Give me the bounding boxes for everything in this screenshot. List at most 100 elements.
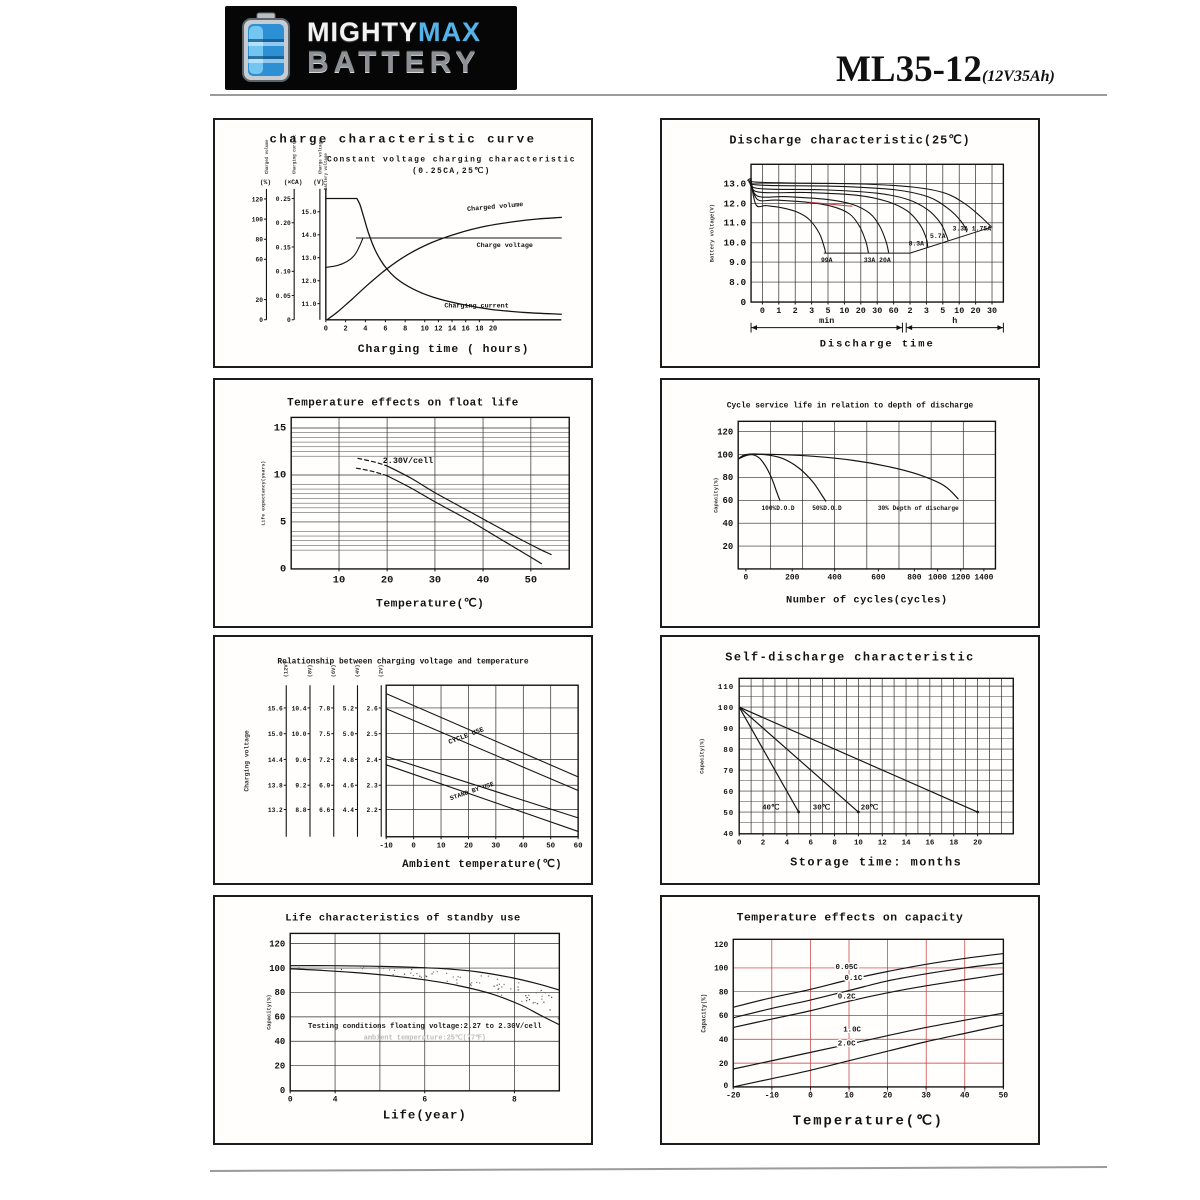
- svg-text:30: 30: [921, 1092, 931, 1101]
- svg-text:-10: -10: [765, 1092, 779, 1101]
- svg-text:10: 10: [854, 840, 863, 848]
- brand-logo: MIGHTYMAX BATTERY: [225, 6, 517, 90]
- svg-text:Relationship between charging: Relationship between charging voltage an…: [277, 658, 528, 667]
- chart-panel-float-life: 10 20 30 40 50 15 10 5 0 2.30V/cell Life expectanc…: [213, 378, 593, 628]
- svg-text:6: 6: [808, 840, 813, 848]
- model-spec: (12V35Ah): [981, 68, 1055, 85]
- svg-text:14: 14: [448, 326, 456, 334]
- svg-text:200: 200: [785, 574, 799, 583]
- svg-text:CYCLE USE: CYCLE USE: [448, 726, 486, 747]
- svg-text:20: 20: [256, 297, 264, 304]
- svg-text:10.0: 10.0: [724, 238, 747, 249]
- chart-panel-temperature-capacity: -20 -10 0 10 20 30 40 50 120 100 80 60 40 20 0 0.05C 0.1…: [660, 895, 1040, 1145]
- chart-panel-discharge-characteristic: 0 1 2 3 5 10 20 30 60 2 3 5 10 20 30 13.0 12.0 11.0 10.0 9.…: [660, 118, 1040, 368]
- svg-text:Temperature effects on capaci: Temperature effects on capacity: [737, 913, 964, 925]
- svg-text:50: 50: [723, 810, 734, 818]
- svg-text:15.0: 15.0: [268, 731, 283, 738]
- battery-icon: [242, 12, 290, 82]
- svg-text:5.7A: 5.7A: [930, 233, 946, 240]
- svg-text:2: 2: [761, 840, 765, 848]
- svg-text:60: 60: [275, 1013, 286, 1023]
- svg-text:0.1C: 0.1C: [845, 975, 863, 983]
- svg-text:40: 40: [477, 575, 489, 587]
- svg-text:0: 0: [288, 1096, 293, 1105]
- svg-text:40: 40: [719, 1036, 729, 1045]
- svg-text:15.0: 15.0: [301, 209, 316, 216]
- svg-text:99A: 99A: [821, 257, 833, 264]
- svg-text:60: 60: [574, 843, 583, 851]
- svg-text:20: 20: [723, 542, 734, 552]
- svg-text:5.0: 5.0: [343, 731, 354, 738]
- svg-text:12.0: 12.0: [724, 198, 747, 209]
- svg-text:Charging time ( hours): Charging time ( hours): [358, 344, 530, 356]
- svg-text:Capacity(%): Capacity(%): [712, 477, 719, 513]
- svg-text:Storage time: months: Storage time: months: [790, 855, 962, 869]
- svg-text:0.25: 0.25: [276, 196, 291, 203]
- svg-text:2.0C: 2.0C: [838, 1041, 856, 1049]
- svg-text:(4V): (4V): [354, 664, 361, 677]
- svg-text:0: 0: [280, 564, 286, 576]
- svg-text:5: 5: [280, 517, 286, 529]
- svg-text:12.0: 12.0: [301, 278, 316, 285]
- svg-text:2: 2: [793, 306, 798, 316]
- svg-text:100: 100: [714, 965, 728, 974]
- chart-panel-standby-life: 0 4 6 8 120 100 80 60 40 20 0 Testing conditions fl…: [213, 895, 593, 1145]
- brand-word-mighty: MIGHTY: [307, 16, 418, 47]
- svg-text:20: 20: [464, 843, 473, 851]
- brand-word-max: MAX: [418, 16, 481, 47]
- svg-text:14.0: 14.0: [301, 232, 316, 239]
- svg-text:30℃: 30℃: [813, 804, 830, 813]
- svg-text:8: 8: [403, 326, 407, 334]
- svg-text:-10: -10: [380, 843, 394, 851]
- svg-text:2: 2: [907, 306, 912, 316]
- svg-text:18: 18: [475, 326, 483, 334]
- svg-text:Charged volume: Charged volume: [467, 201, 524, 214]
- svg-text:60: 60: [889, 306, 899, 316]
- svg-text:ambient temperature:25℃(77℉): ambient temperature:25℃(77℉): [364, 1034, 486, 1043]
- svg-text:Temperature(℃): Temperature(℃): [793, 1113, 944, 1129]
- svg-text:30: 30: [872, 306, 882, 316]
- chart-panel-charging-voltage-temperature: -10 0 10 20 30 40 50 60 15.6 15.0 14.4 13.8 13.2 (12V…: [213, 635, 593, 885]
- svg-text:(2V): (2V): [378, 664, 385, 677]
- svg-text:15.6: 15.6: [268, 705, 283, 712]
- svg-text:5: 5: [940, 306, 945, 316]
- svg-text:4.8: 4.8: [343, 757, 354, 764]
- svg-text:Constant voltage charging char: Constant voltage charging characteristic: [327, 155, 576, 164]
- svg-text:Charging current: Charging current: [444, 302, 508, 310]
- svg-text:90: 90: [723, 726, 734, 734]
- svg-text:60: 60: [719, 1012, 729, 1021]
- svg-text:80: 80: [723, 473, 734, 483]
- svg-text:0.05: 0.05: [276, 293, 291, 300]
- svg-text:3: 3: [924, 306, 929, 316]
- svg-text:33A 20A: 33A 20A: [864, 257, 891, 264]
- discharge-characteristic-chart: 0 1 2 3 5 10 20 30 60 2 3 5 10 20 30 13.0 12.0 11.0 10.0 9.…: [708, 134, 1005, 350]
- svg-text:80: 80: [275, 988, 286, 998]
- svg-text:0.15: 0.15: [276, 244, 291, 251]
- svg-text:40: 40: [723, 831, 734, 839]
- svg-text:30: 30: [987, 306, 997, 316]
- svg-text:20: 20: [883, 1092, 893, 1101]
- svg-text:Self-discharge characteristic: Self-discharge characteristic: [725, 651, 974, 665]
- svg-text:2.3: 2.3: [367, 783, 378, 790]
- standby-life-chart: 0 4 6 8 120 100 80 60 40 20 0 Testing conditions fl…: [265, 913, 561, 1122]
- svg-text:110: 110: [718, 684, 734, 692]
- svg-text:8: 8: [512, 1096, 517, 1105]
- svg-text:(×CA): (×CA): [284, 179, 303, 186]
- svg-text:Temperature(℃): Temperature(℃): [376, 597, 484, 610]
- svg-text:20: 20: [275, 1061, 286, 1071]
- svg-text:min: min: [819, 316, 834, 326]
- svg-text:100: 100: [718, 705, 734, 713]
- svg-text:Charge voltage: Charge voltage: [318, 139, 323, 174]
- model-number: ML35-12 (12V35Ah): [836, 48, 1055, 91]
- svg-text:2: 2: [344, 326, 348, 334]
- svg-text:0: 0: [324, 326, 328, 334]
- svg-text:Capacity(%): Capacity(%): [699, 738, 706, 774]
- svg-text:9.0: 9.0: [729, 257, 746, 268]
- svg-text:50: 50: [999, 1092, 1009, 1101]
- svg-text:10: 10: [839, 306, 849, 316]
- svg-text:Ambient temperature(℃): Ambient temperature(℃): [402, 858, 562, 871]
- self-discharge-chart: 0 2 4 6 8 10 12 14 16 18 20 110 100 90 80 70 60 50 40 40℃ 30…: [699, 651, 1014, 869]
- svg-text:20℃: 20℃: [861, 804, 878, 813]
- svg-text:(8V): (8V): [306, 664, 313, 677]
- svg-text:2.30V/cell: 2.30V/cell: [383, 456, 433, 466]
